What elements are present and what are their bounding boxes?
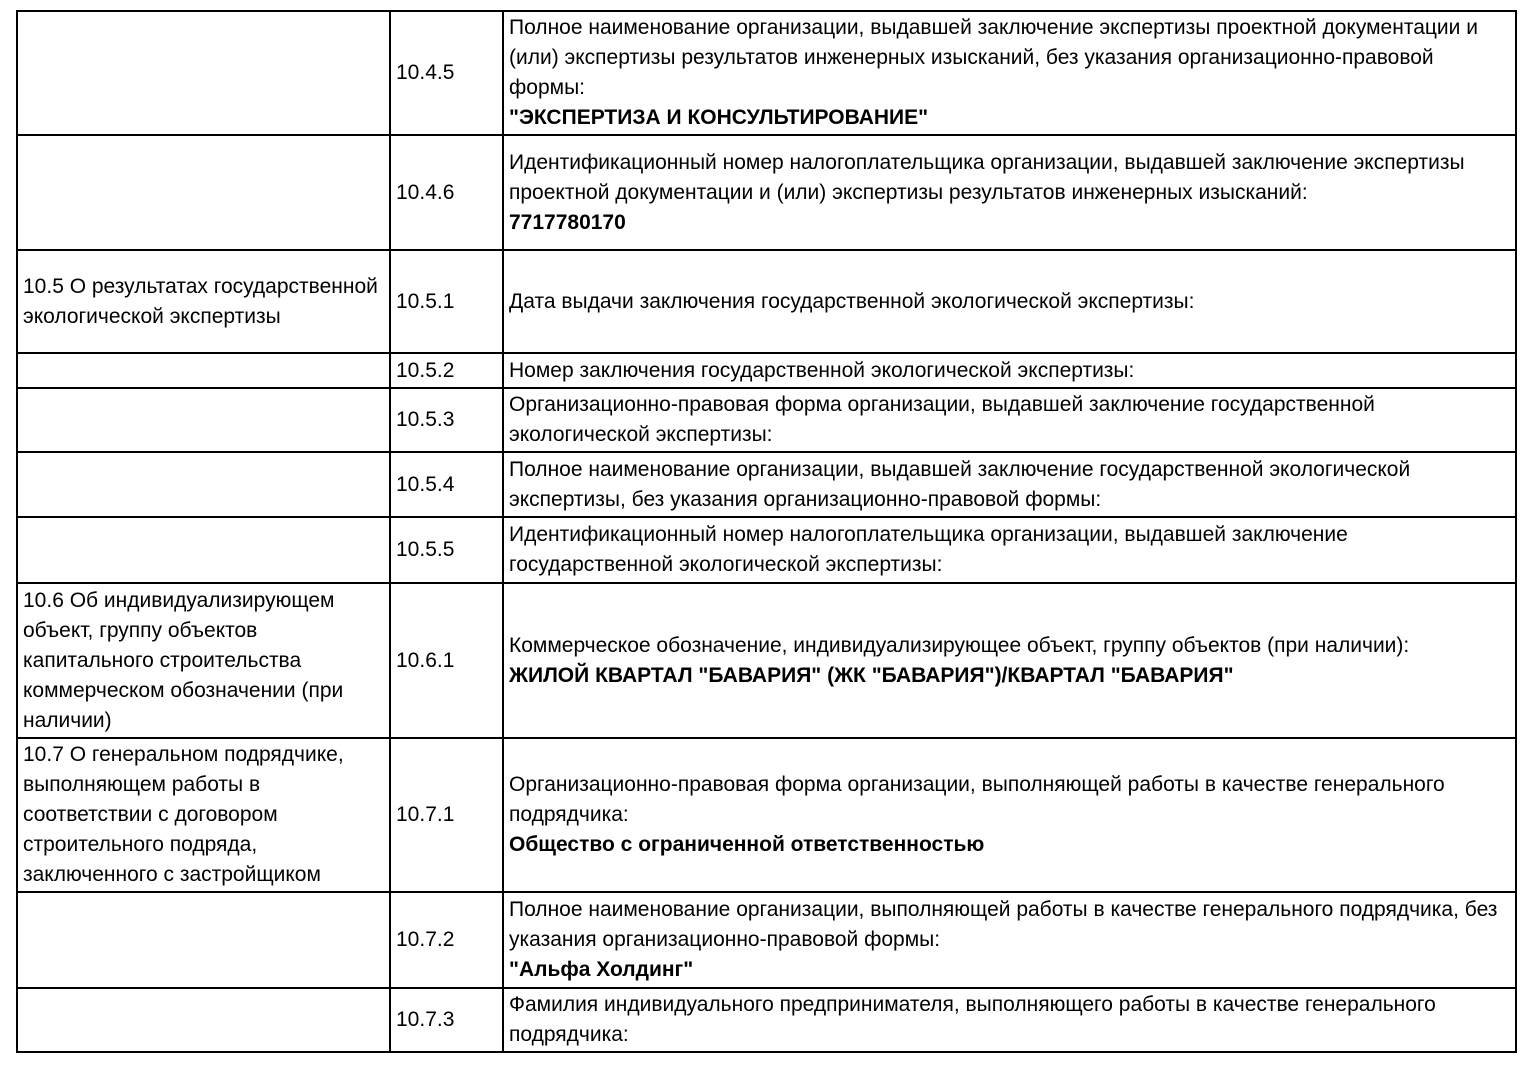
table-row: 10.6 Об индивидуализирующем объект, груп…: [16, 582, 1517, 739]
item-number-cell: 10.6.1: [389, 582, 504, 739]
section-cell: [16, 451, 391, 518]
section-cell: 10.7 О генеральном подрядчике, выполняющ…: [16, 737, 391, 893]
item-number-cell: 10.4.6: [389, 134, 504, 251]
section-cell: [16, 516, 391, 584]
table-row: 10.7.3 Фамилия индивидуального предприни…: [16, 987, 1517, 1053]
field-label: Полное наименование организации, выполня…: [509, 898, 1498, 951]
item-number-cell: 10.5.2: [389, 352, 504, 389]
table-row: 10.5.2 Номер заключения государственной …: [16, 352, 1517, 389]
field-value: "Альфа Холдинг": [509, 958, 694, 981]
description-cell: Идентификационный номер налогоплательщик…: [502, 134, 1517, 251]
field-label: Фамилия индивидуального предпринимателя,…: [509, 993, 1436, 1046]
item-number-cell: 10.7.1: [389, 737, 504, 893]
section-cell: 10.6 Об индивидуализирующем объект, груп…: [16, 582, 391, 739]
description-cell: Коммерческое обозначение, индивидуализир…: [502, 582, 1517, 739]
table-body: 10.4.5 Полное наименование организации, …: [16, 10, 1517, 1053]
field-label: Организационно-правовая форма организаци…: [509, 773, 1445, 826]
field-value: ЖИЛОЙ КВАРТАЛ "БАВАРИЯ" (ЖК "БАВАРИЯ")/К…: [509, 663, 1234, 687]
description-cell: Фамилия индивидуального предпринимателя,…: [502, 987, 1517, 1053]
item-number-cell: 10.5.4: [389, 451, 504, 518]
section-cell: [16, 10, 391, 136]
field-label: Идентификационный номер налогоплательщик…: [509, 523, 1348, 576]
field-label: Номер заключения государственной экологи…: [509, 358, 1135, 382]
field-label: Дата выдачи заключения государственной э…: [509, 289, 1195, 313]
field-label: Коммерческое обозначение, индивидуализир…: [509, 633, 1410, 657]
item-number-cell: 10.7.3: [389, 987, 504, 1053]
section-cell: [16, 352, 391, 389]
field-label: Организационно-правовая форма организаци…: [509, 393, 1375, 446]
table-row: 10.5.3 Организационно-правовая форма орг…: [16, 387, 1517, 453]
field-label: Полное наименование организации, выдавше…: [509, 16, 1478, 99]
description-cell: Номер заключения государственной экологи…: [502, 352, 1517, 389]
item-number-cell: 10.4.5: [389, 10, 504, 136]
table-row: 10.7.2 Полное наименование организации, …: [16, 891, 1517, 989]
description-cell: Организационно-правовая форма организаци…: [502, 387, 1517, 453]
declaration-table: 10.4.5 Полное наименование организации, …: [16, 10, 1517, 1053]
section-cell: [16, 387, 391, 453]
description-cell: Полное наименование организации, выдавше…: [502, 451, 1517, 518]
item-number-cell: 10.5.5: [389, 516, 504, 584]
field-label: Полное наименование организации, выдавше…: [509, 457, 1411, 511]
field-value: "ЭКСПЕРТИЗА И КОНСУЛЬТИРОВАНИЕ": [509, 106, 929, 129]
table-row: 10.4.6 Идентификационный номер налогопла…: [16, 134, 1517, 251]
section-cell: [16, 134, 391, 251]
field-label: Идентификационный номер налогоплательщик…: [509, 150, 1465, 204]
item-number-cell: 10.5.1: [389, 249, 504, 354]
section-cell: [16, 891, 391, 989]
description-cell: Организационно-правовая форма организаци…: [502, 737, 1517, 893]
section-cell: 10.5 О результатах государственной эколо…: [16, 249, 391, 354]
section-cell: [16, 987, 391, 1053]
field-value: 7717780170: [509, 210, 626, 234]
field-value: Общество с ограниченной ответственностью: [509, 833, 985, 856]
item-number-cell: 10.7.2: [389, 891, 504, 989]
table-row: 10.5 О результатах государственной эколо…: [16, 249, 1517, 354]
description-cell: Идентификационный номер налогоплательщик…: [502, 516, 1517, 584]
item-number-cell: 10.5.3: [389, 387, 504, 453]
description-cell: Полное наименование организации, выполня…: [502, 891, 1517, 989]
table-row: 10.7 О генеральном подрядчике, выполняющ…: [16, 737, 1517, 893]
table-row: 10.4.5 Полное наименование организации, …: [16, 10, 1517, 136]
description-cell: Полное наименование организации, выдавше…: [502, 10, 1517, 136]
description-cell: Дата выдачи заключения государственной э…: [502, 249, 1517, 354]
table-row: 10.5.5 Идентификационный номер налогопла…: [16, 516, 1517, 584]
table-row: 10.5.4 Полное наименование организации, …: [16, 451, 1517, 518]
